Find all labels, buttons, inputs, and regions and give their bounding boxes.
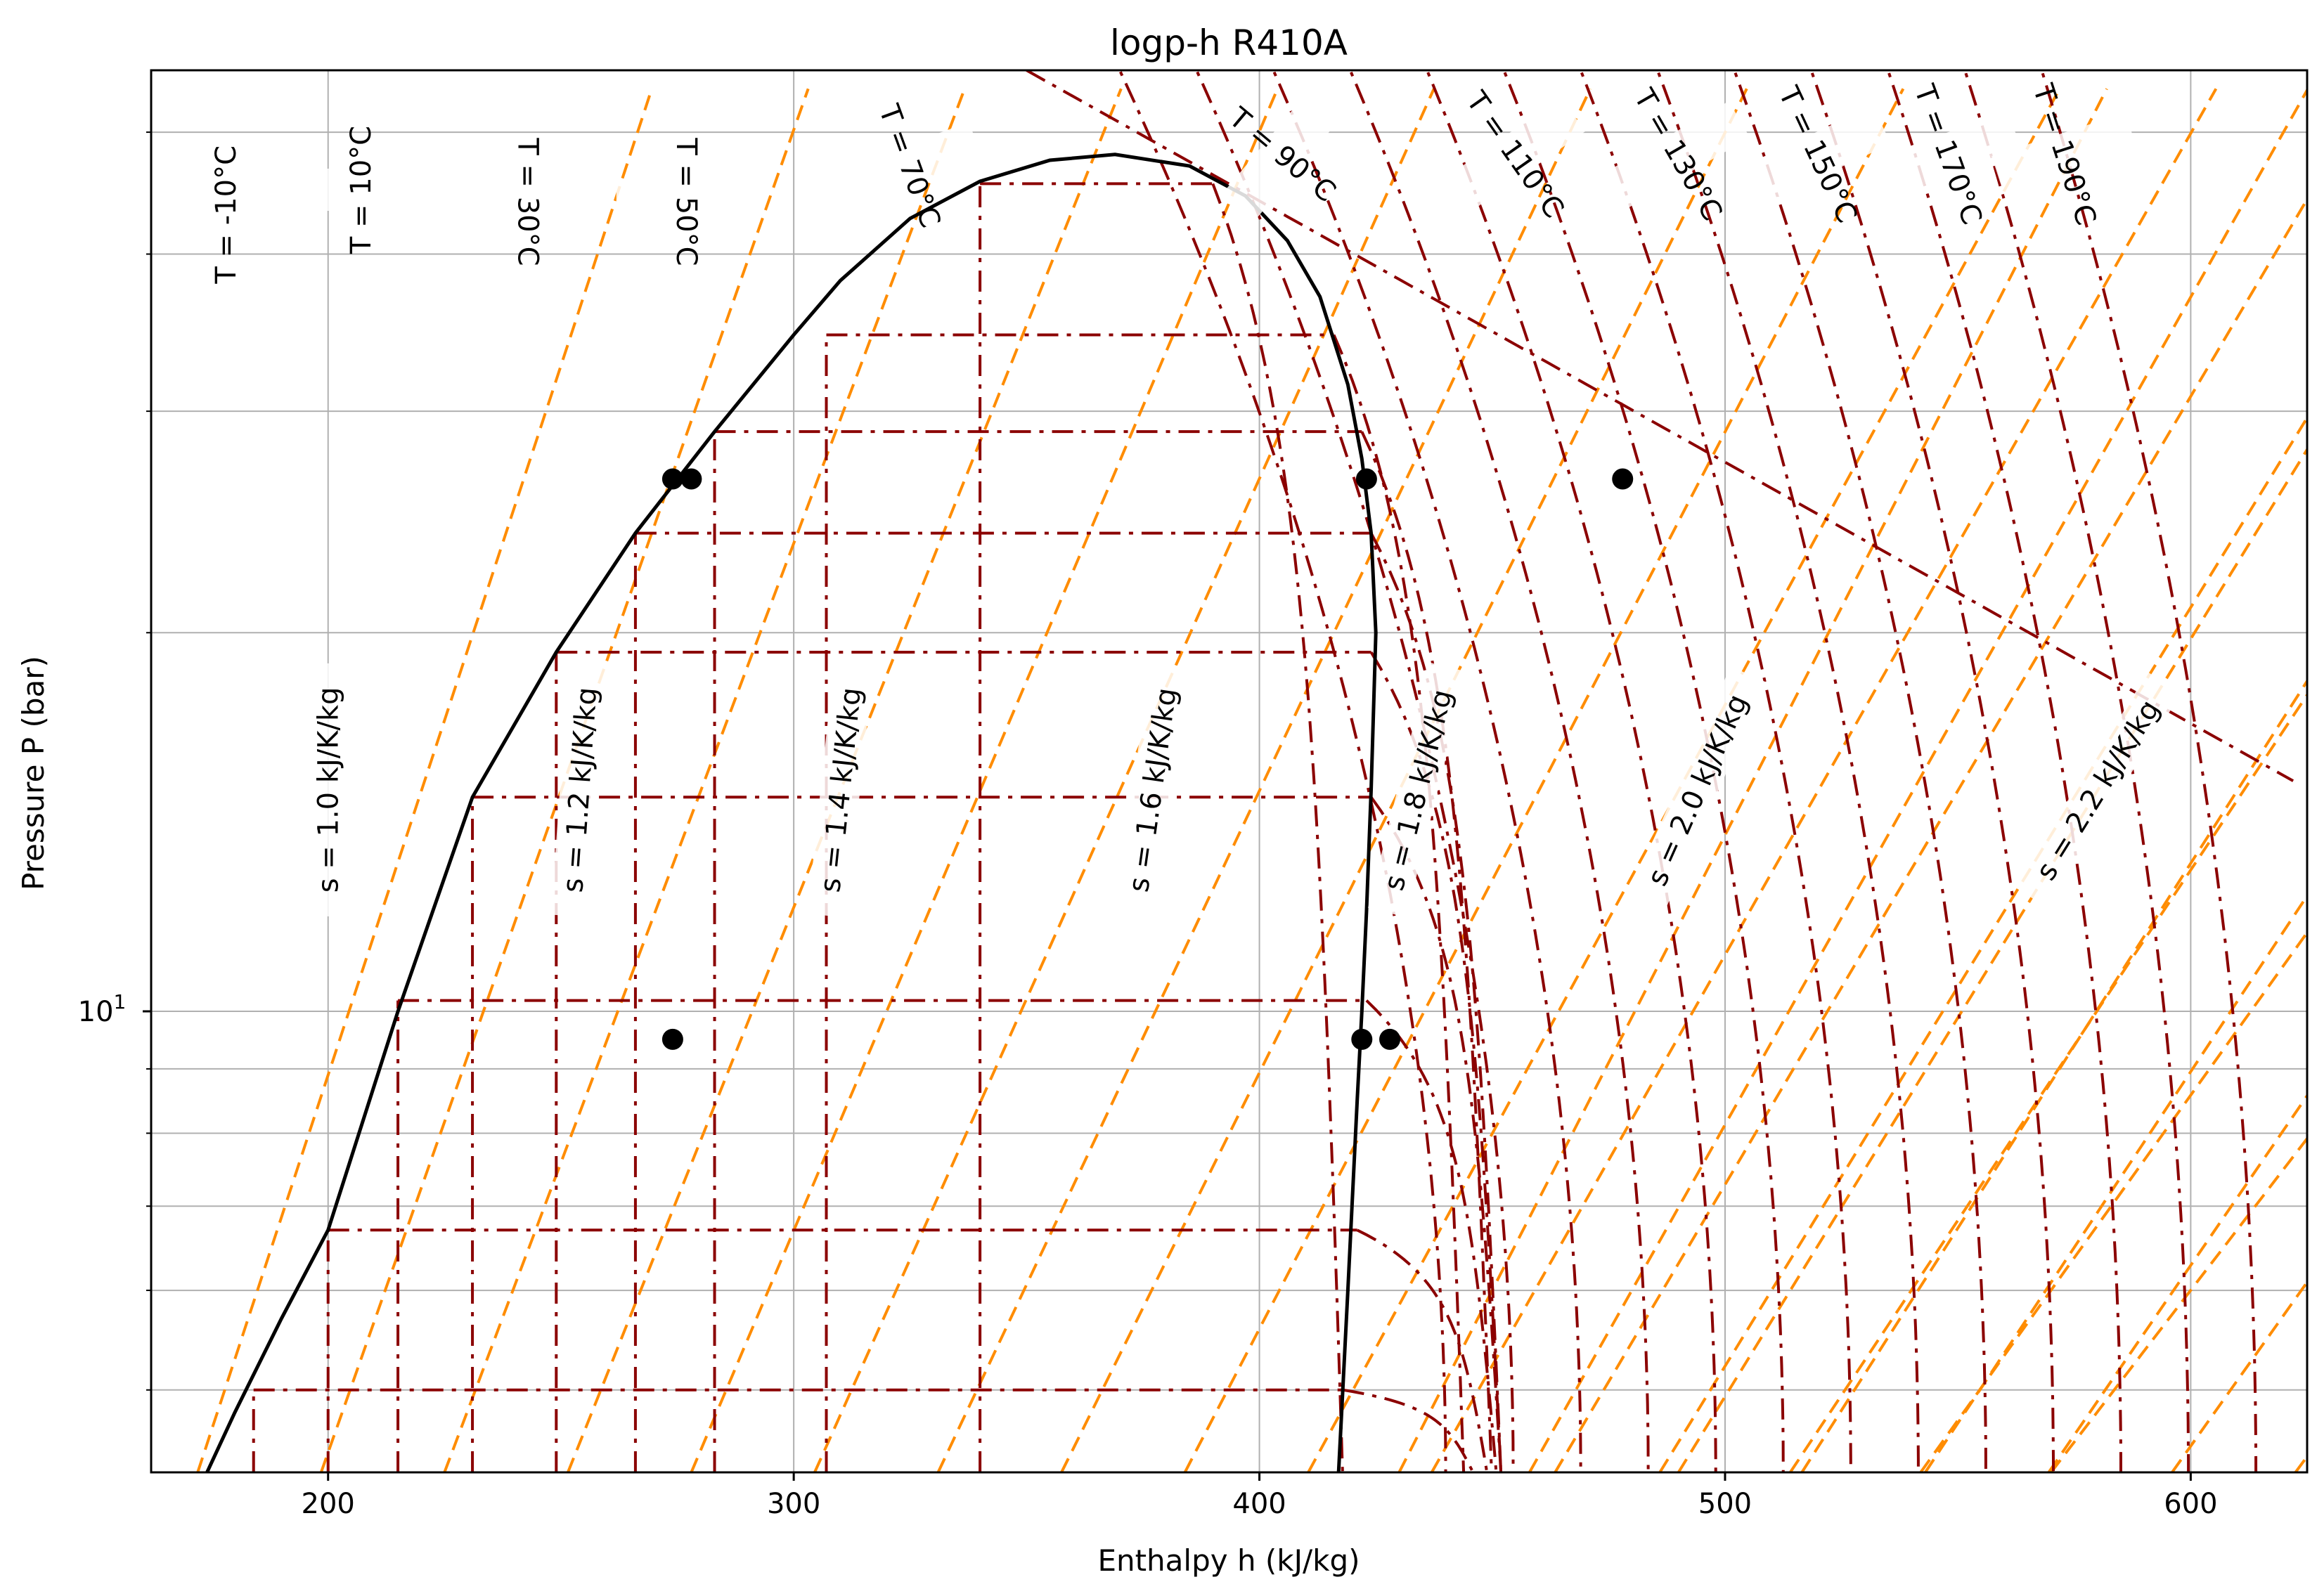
isotherm-vapor bbox=[1369, 532, 1503, 1472]
saturation-dome bbox=[205, 153, 1378, 1472]
state-point bbox=[1355, 468, 1377, 490]
isotherm-vapor bbox=[1211, 183, 1344, 1472]
isotherm-label-bg bbox=[458, 181, 599, 223]
isotherm-vapor bbox=[1360, 431, 1493, 1472]
isotherm-label-bg bbox=[837, 122, 983, 210]
isotherm-supercritical bbox=[1579, 70, 1852, 1472]
state-point bbox=[1379, 1028, 1401, 1050]
isotherm-label: T = 50°C bbox=[670, 137, 702, 266]
x-tick-label: 200 bbox=[302, 1488, 355, 1520]
isotherm-supercritical bbox=[1733, 70, 1987, 1472]
isentrope-line bbox=[1800, 678, 2307, 1472]
isotherm-supercritical bbox=[1655, 70, 1920, 1472]
isotherm-vapor bbox=[1365, 999, 1498, 1472]
isentrope-label: s = 1.0 kJ/K/kg bbox=[313, 687, 345, 893]
isotherm-label-bg bbox=[1991, 112, 2138, 197]
x-tick-label: 600 bbox=[2164, 1488, 2217, 1520]
isotherm-label: T = -10°C bbox=[210, 145, 243, 285]
state-point bbox=[680, 468, 702, 490]
isentrope-line bbox=[1528, 88, 2307, 1472]
isotherm-supercritical bbox=[1425, 70, 1717, 1472]
isentrope-line bbox=[1554, 196, 2307, 1472]
isentrope-line bbox=[1430, 88, 2218, 1472]
isentrope-line bbox=[443, 88, 967, 1472]
isentrope-label-bg bbox=[308, 663, 348, 916]
isotherm-label-bg bbox=[616, 181, 757, 223]
isentrope-label-bg bbox=[1627, 666, 1767, 914]
x-axis-label: Enthalpy h (kJ/kg) bbox=[1097, 1543, 1360, 1578]
chart-title: logp-h R410A bbox=[1110, 22, 1348, 63]
isotherm-label-bg bbox=[1745, 105, 1891, 204]
isentrope-line bbox=[1924, 893, 2307, 1472]
isotherm-label-bg bbox=[1445, 96, 1586, 212]
isentrope-line bbox=[196, 88, 654, 1472]
isotherm-supercritical bbox=[2040, 70, 2258, 1472]
isotherm-supercritical bbox=[1809, 70, 2055, 1472]
isotherm-label-bg bbox=[1221, 86, 1344, 222]
isotherm-vapor bbox=[1369, 796, 1503, 1472]
isentrope-line bbox=[1183, 88, 1905, 1472]
isotherm-label: T = 30°C bbox=[512, 137, 544, 266]
isotherm-label-bg bbox=[290, 168, 432, 211]
state-point bbox=[661, 468, 683, 490]
isotherm-label-bg bbox=[1875, 110, 2022, 199]
isentrope-line bbox=[1397, 88, 2108, 1472]
isentrope-line bbox=[2050, 1136, 2307, 1472]
x-tick-label: 400 bbox=[1232, 1488, 1286, 1520]
x-tick-label: 300 bbox=[767, 1488, 820, 1520]
isotherm-vapor bbox=[1332, 334, 1466, 1472]
isentrope-label-bg bbox=[1115, 661, 1189, 919]
state-point bbox=[661, 1028, 683, 1050]
isentrope-line bbox=[690, 88, 1279, 1472]
y-axis-label: Pressure P (bar) bbox=[16, 656, 51, 890]
isentrope-line bbox=[936, 88, 1592, 1472]
isotherm-label: T = 10°C bbox=[345, 126, 377, 254]
plot-frame bbox=[150, 69, 2309, 1474]
isotherm-supercritical bbox=[1118, 70, 1447, 1472]
state-point bbox=[1351, 1028, 1373, 1050]
state-point bbox=[1612, 468, 1634, 490]
isotherm-vapor bbox=[1343, 1388, 1475, 1472]
isentrope-line bbox=[813, 88, 1435, 1472]
isentrope-label-bg bbox=[550, 662, 608, 918]
isentrope-line bbox=[1658, 415, 2307, 1472]
isotherm-supercritical bbox=[1272, 70, 1582, 1472]
state-points bbox=[661, 468, 1634, 1050]
isentrope-label-bg bbox=[1368, 662, 1468, 918]
isotherm-supercritical bbox=[1348, 70, 1650, 1472]
grid-lines bbox=[151, 70, 2307, 1472]
isotherm-label-bg bbox=[1607, 100, 1750, 208]
isentrope-line bbox=[1677, 446, 2307, 1472]
x-tick-label: 500 bbox=[1698, 1488, 1752, 1520]
isotherm-label-bg bbox=[155, 193, 296, 236]
isentrope-label-bg bbox=[2013, 672, 2182, 908]
isentrope-line bbox=[319, 88, 810, 1472]
isentrope-label-bg bbox=[807, 661, 874, 918]
isentrope-line bbox=[1789, 692, 2307, 1472]
isotherm-vapor bbox=[1369, 651, 1503, 1472]
